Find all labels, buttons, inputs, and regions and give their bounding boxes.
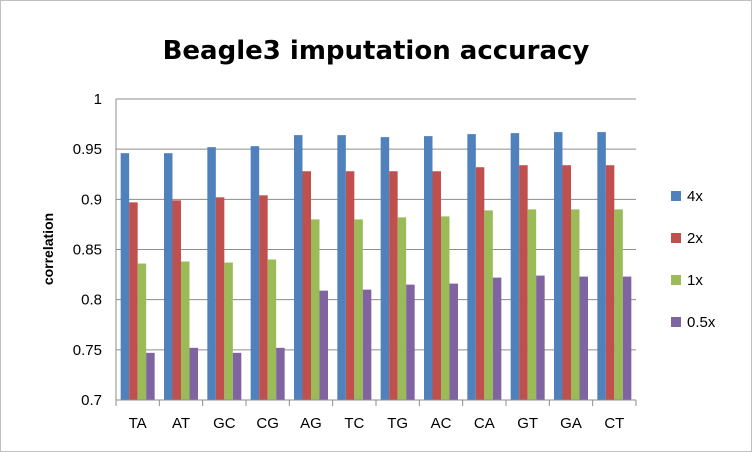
bars	[120, 132, 632, 401]
x-tick-label: AC	[431, 415, 452, 432]
bar-0.5x-GA	[579, 276, 588, 400]
bar-0.5x-CG	[276, 347, 285, 400]
bar-0.5x-AT	[189, 347, 198, 400]
bar-2x-TA	[129, 202, 138, 400]
legend-swatch-0.5x	[671, 317, 681, 327]
bar-2x-TG	[389, 171, 398, 400]
bar-0.5x-CA	[492, 277, 502, 400]
legend: 4x 2x 1x 0.5x	[671, 188, 716, 331]
chart-title: Beagle3 imputation accuracy	[163, 36, 590, 66]
bar-1x-GA	[571, 209, 580, 400]
bar-4x-AT	[164, 153, 173, 400]
y-tick-label: 0.85	[73, 242, 102, 259]
bar-0.5x-CT	[622, 276, 632, 400]
bar-1x-GC	[224, 262, 233, 400]
bar-2x-CA	[475, 167, 485, 400]
x-tick-label: TC	[344, 415, 364, 432]
bar-4x-AG	[294, 135, 303, 400]
bar-2x-GA	[562, 165, 571, 400]
bar-2x-TC	[345, 171, 355, 400]
x-tick-label: AG	[300, 415, 322, 432]
bar-0.5x-AC	[449, 283, 458, 400]
bar-4x-GA	[554, 132, 563, 401]
x-tick-label: CG	[256, 415, 279, 432]
axes	[115, 99, 637, 406]
x-tick-label: AT	[172, 415, 190, 432]
bar-0.5x-AG	[319, 290, 328, 400]
y-tick-labels: 0.7 0.75 0.8 0.85 0.9 0.95 1	[73, 91, 102, 409]
x-tick-label: GA	[560, 415, 582, 432]
y-axis-label: correlation	[40, 213, 56, 285]
bar-2x-GC	[215, 197, 225, 400]
x-tick-label: TG	[387, 415, 408, 432]
bar-0.5x-TG	[406, 284, 415, 400]
legend-label: 4x	[687, 188, 703, 205]
bar-1x-CG	[267, 259, 277, 400]
y-tick-label: 0.8	[81, 292, 102, 309]
bar-1x-TG	[397, 217, 407, 400]
bar-2x-AC	[432, 171, 441, 400]
legend-swatch-4x	[671, 191, 681, 201]
bar-4x-GT	[510, 133, 520, 400]
bar-2x-GT	[519, 165, 528, 400]
bar-4x-CA	[467, 134, 476, 400]
bar-1x-CT	[614, 209, 623, 400]
legend-label: 1x	[687, 272, 703, 289]
y-tick-label: 0.7	[81, 392, 102, 409]
bar-4x-CT	[597, 132, 606, 401]
x-tick-label: TA	[129, 415, 147, 432]
bar-4x-TG	[380, 137, 390, 401]
bar-0.5x-TC	[362, 289, 372, 400]
bar-4x-AC	[424, 136, 433, 400]
x-tick-label: GC	[213, 415, 236, 432]
bar-4x-TC	[337, 135, 346, 400]
grid-lines	[116, 98, 636, 351]
bar-1x-GT	[527, 209, 537, 400]
x-tick-label: CA	[474, 415, 495, 432]
bar-2x-AT	[172, 200, 181, 400]
bar-1x-AG	[311, 219, 320, 400]
bar-1x-TA	[137, 263, 147, 400]
x-tick-labels: TA AT GC CG AG TC TG AC CA GT GA CT	[129, 415, 625, 432]
bar-4x-TA	[120, 153, 130, 400]
bar-2x-CT	[605, 165, 615, 400]
bar-4x-CG	[250, 146, 260, 400]
legend-swatch-2x	[671, 233, 681, 243]
y-tick-label: 0.75	[73, 342, 102, 359]
y-tick-label: 0.95	[73, 141, 102, 158]
x-tick-label: CT	[604, 415, 624, 432]
bar-4x-GC	[207, 147, 216, 400]
bar-1x-TC	[354, 219, 363, 400]
legend-label: 0.5x	[687, 314, 716, 331]
y-tick-label: 0.9	[81, 191, 102, 208]
legend-swatch-1x	[671, 275, 681, 285]
bar-1x-AT	[181, 261, 190, 400]
bar-0.5x-GC	[232, 352, 242, 400]
bar-0.5x-GT	[536, 275, 545, 400]
x-tick-label: GT	[517, 415, 538, 432]
bar-0.5x-TA	[146, 352, 155, 400]
bar-2x-AG	[302, 171, 311, 400]
legend-label: 2x	[687, 230, 703, 247]
bar-1x-AC	[441, 216, 450, 400]
bar-2x-CG	[259, 195, 268, 400]
bar-1x-CA	[484, 210, 493, 400]
y-tick-label: 1	[94, 91, 102, 108]
